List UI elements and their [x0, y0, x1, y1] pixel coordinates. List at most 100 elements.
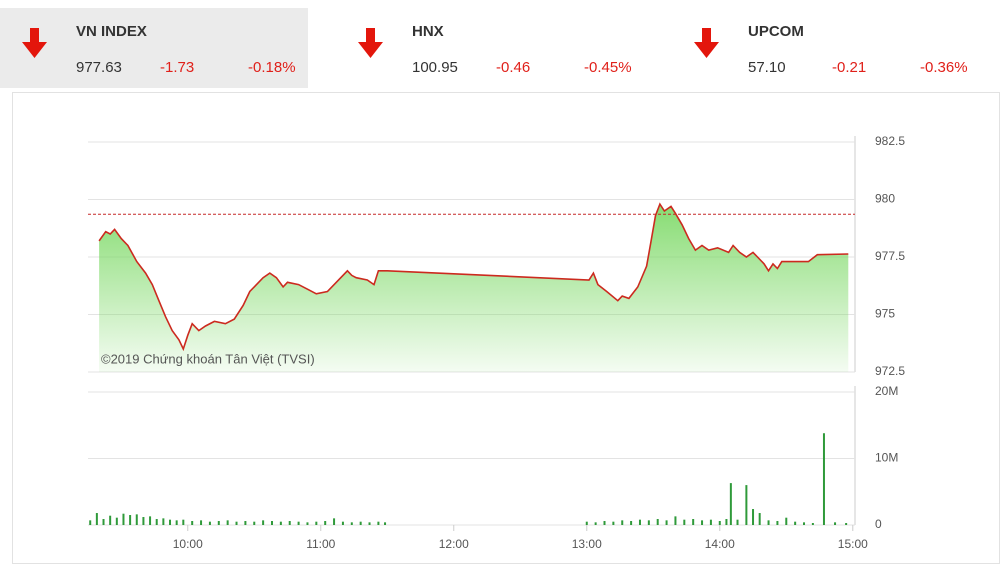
volume-bar — [621, 520, 624, 525]
y-tick-label: 975 — [875, 307, 895, 321]
index-name: UPCOM — [748, 23, 804, 40]
volume-bar — [262, 520, 265, 525]
volume-bar — [270, 521, 273, 525]
index-value: 57.10 — [748, 59, 786, 76]
volume-bar — [758, 513, 761, 525]
volume-bar — [752, 509, 755, 525]
index-value: 100.95 — [412, 59, 458, 76]
volume-bar — [324, 521, 327, 525]
index-percent: -0.45% — [584, 59, 632, 76]
volume-bar — [253, 521, 256, 525]
volume-bar — [845, 523, 848, 525]
volume-bar — [109, 515, 112, 525]
volume-bar — [368, 522, 371, 525]
volume-bar — [638, 519, 641, 525]
volume-bar — [612, 521, 615, 525]
volume-bar — [350, 522, 353, 525]
header-highlight — [0, 8, 308, 88]
x-tick-label: 12:00 — [439, 537, 469, 551]
index-change: -1.73 — [160, 59, 195, 76]
down-arrow — [22, 28, 719, 58]
y-tick-label: 20M — [875, 384, 898, 398]
index-name: HNX — [412, 23, 444, 40]
x-tick-label: 10:00 — [173, 537, 203, 551]
volume-bar — [115, 517, 118, 525]
x-tick-label: 11:00 — [306, 537, 335, 551]
volume-bar — [377, 521, 380, 525]
volume-bar — [729, 483, 732, 525]
volume-bar — [776, 521, 779, 525]
volume-bar — [701, 520, 704, 525]
volume-bar — [95, 513, 98, 525]
volume-bar — [594, 522, 597, 525]
volume-bar — [736, 519, 739, 525]
y-tick-label: 10M — [875, 451, 898, 465]
volume-bar — [718, 521, 721, 525]
price-line — [98, 202, 849, 352]
volume-bar — [142, 517, 145, 525]
index-name: VN INDEX — [76, 23, 147, 40]
watermark: ©2019 Chứng khoán Tân Việt (TVSI) — [101, 351, 315, 366]
x-tick-label: 13:00 — [572, 537, 602, 551]
index-change: -0.21 — [832, 59, 867, 76]
volume-bar — [102, 519, 105, 525]
volume-bar — [235, 521, 238, 525]
volume-bar — [122, 513, 125, 525]
volume-bar — [803, 522, 806, 525]
volume-bar — [834, 522, 837, 525]
volume-bar — [767, 520, 770, 525]
index-change: -0.46 — [496, 59, 531, 76]
volume-bar — [656, 519, 659, 525]
volume-bar — [709, 519, 712, 525]
y-tick-label: 980 — [875, 192, 895, 206]
volume-bar — [822, 433, 825, 525]
volume-bar — [341, 521, 344, 525]
volume-bar — [217, 521, 220, 525]
volume-bar — [169, 519, 172, 525]
volume-bar — [208, 521, 211, 525]
volume-bar — [745, 485, 748, 525]
chart-frame — [12, 92, 1000, 564]
volume-bar — [811, 523, 814, 525]
volume-bar — [384, 522, 387, 525]
volume-bar — [585, 521, 588, 525]
volume-bar — [674, 516, 677, 525]
volume-bar — [191, 521, 194, 525]
x-tick-label: 15:00 — [838, 537, 868, 551]
volume-bar — [683, 519, 686, 525]
volume-bar — [359, 521, 362, 525]
y-tick-label: 982.5 — [875, 134, 905, 148]
y-tick-label: 972.5 — [875, 364, 905, 378]
price-area — [99, 204, 849, 372]
x-tick-label: 14:00 — [705, 537, 735, 551]
volume-bar — [315, 521, 318, 525]
volume-bar — [244, 521, 247, 525]
index-value: 977.63 — [76, 59, 122, 76]
volume-bar — [725, 519, 728, 525]
index-percent: -0.18% — [248, 59, 296, 76]
volume-bar — [288, 521, 291, 525]
y-tick-label: 0 — [875, 517, 882, 531]
volume-bar — [785, 517, 788, 525]
volume-bar — [175, 520, 178, 525]
y-tick-label: 977.5 — [875, 249, 905, 263]
volume-bar — [89, 520, 92, 525]
volume-bar — [279, 521, 282, 525]
volume-bar — [630, 521, 633, 525]
volume-bar — [149, 516, 152, 525]
volume-bar — [129, 515, 132, 525]
volume-bar — [333, 518, 336, 525]
volume-bar — [306, 522, 309, 525]
volume-bar — [603, 521, 606, 525]
volume-bar — [665, 520, 668, 525]
volume-bar — [226, 520, 229, 525]
volume-bar — [135, 514, 138, 525]
volume-bar — [155, 519, 158, 525]
volume-bar — [162, 518, 165, 525]
volume-bar — [647, 520, 650, 525]
index-percent: -0.36% — [920, 59, 968, 76]
volume-bar — [297, 521, 300, 525]
volume-bar — [182, 519, 185, 525]
